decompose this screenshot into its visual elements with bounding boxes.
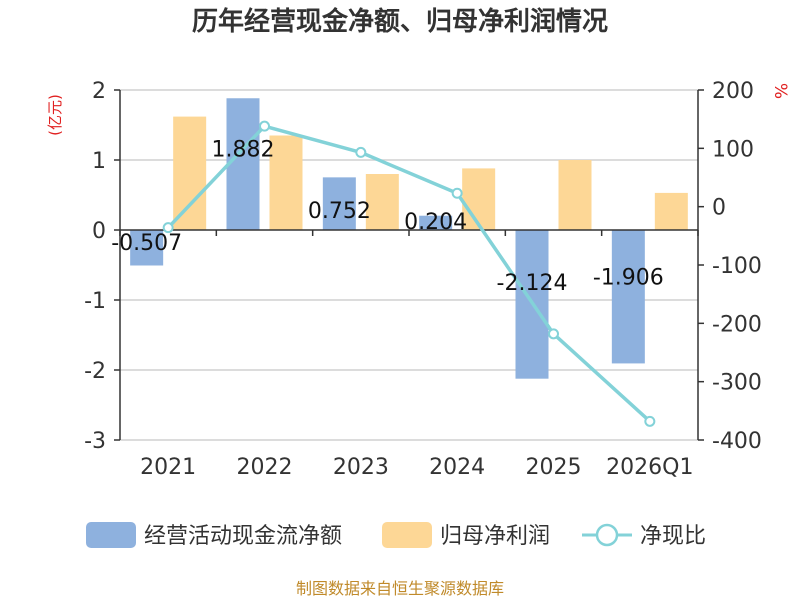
left-tick-label: 2: [92, 79, 106, 104]
bar-cash-flow: [611, 230, 645, 364]
bar-cash-flow: [419, 215, 453, 230]
legend-swatch: [86, 522, 136, 548]
cash-flow-value-label: 0.752: [308, 199, 371, 224]
bar-cash-flow: [322, 177, 356, 230]
ratio-point: [259, 120, 270, 132]
category-label: 2023: [333, 455, 389, 480]
category-label: 2024: [429, 455, 485, 480]
legend-marker: [595, 523, 619, 547]
bar-net-profit: [558, 160, 592, 230]
cash-flow-value-label: -0.507: [111, 231, 182, 256]
category-label: 2025: [526, 455, 582, 480]
right-tick-label: 200: [712, 79, 754, 104]
cash-flow-value-label: -1.906: [593, 266, 664, 291]
left-tick-label: -2: [84, 359, 106, 384]
legend-label: 净现比: [640, 524, 706, 549]
right-axis-unit: %: [770, 83, 790, 99]
line-series: [162, 120, 656, 427]
ratio-line: [166, 124, 652, 423]
ratio-point: [162, 222, 174, 234]
ratio-point: [644, 415, 656, 427]
bar-net-profit: [173, 116, 207, 230]
data-source-note: 制图数据来自恒生聚源数据库: [296, 579, 504, 598]
tick-labels: 2 1 0 -1 -2 -3 200 100 0 -100 -200 -300 -400 2021 2022…: [84, 79, 762, 480]
right-tick-label: 100: [712, 137, 754, 162]
left-tick-label: 1: [92, 149, 106, 174]
bar-cash-flow: [130, 230, 164, 266]
category-label: 2022: [237, 455, 293, 480]
right-tick-label: -100: [712, 254, 762, 279]
cash-flow-value-label: -2.124: [497, 271, 568, 296]
legend-item[interactable]: 归母净利润: [382, 522, 550, 549]
right-tick-label: 0: [712, 196, 726, 221]
legend[interactable]: 经营活动现金流净额 归母净利润 净现比: [86, 522, 706, 549]
data-labels: -0.507 1.882 0.752 0.204 -2.124 -1.906: [111, 137, 664, 296]
right-tick-label: -200: [712, 312, 762, 337]
legend-label: 经营活动现金流净额: [144, 524, 342, 549]
legend-swatch: [382, 522, 432, 548]
bar-net-profit: [462, 168, 496, 230]
left-axis-unit: (亿元): [46, 94, 64, 136]
grid-lines: [120, 89, 698, 441]
bar-cash-flow: [226, 98, 260, 230]
legend-item[interactable]: 经营活动现金流净额: [86, 522, 342, 549]
ratio-point: [548, 328, 559, 340]
cash-flow-value-label: 0.204: [404, 210, 467, 235]
bar-series: [130, 98, 688, 379]
chart-title: 历年经营现金净额、归母净利润情况: [192, 6, 608, 37]
left-tick-label: -1: [84, 289, 106, 314]
bar-net-profit: [365, 174, 399, 230]
bar-net-profit: [654, 192, 688, 230]
right-tick-label: -300: [712, 371, 762, 396]
legend-label: 归母净利润: [440, 524, 550, 549]
legend-item[interactable]: 净现比: [582, 523, 706, 549]
right-tick-label: -400: [712, 429, 762, 454]
bar-net-profit: [269, 135, 303, 230]
ratio-point: [355, 146, 367, 158]
left-tick-label: 0: [92, 219, 106, 244]
category-label: 2021: [140, 455, 196, 480]
cash-flow-value-label: 1.882: [212, 137, 275, 162]
axes: [114, 89, 704, 441]
category-label: 2026Q1: [606, 455, 693, 480]
left-tick-label: -3: [84, 429, 106, 454]
ratio-point: [451, 187, 463, 199]
